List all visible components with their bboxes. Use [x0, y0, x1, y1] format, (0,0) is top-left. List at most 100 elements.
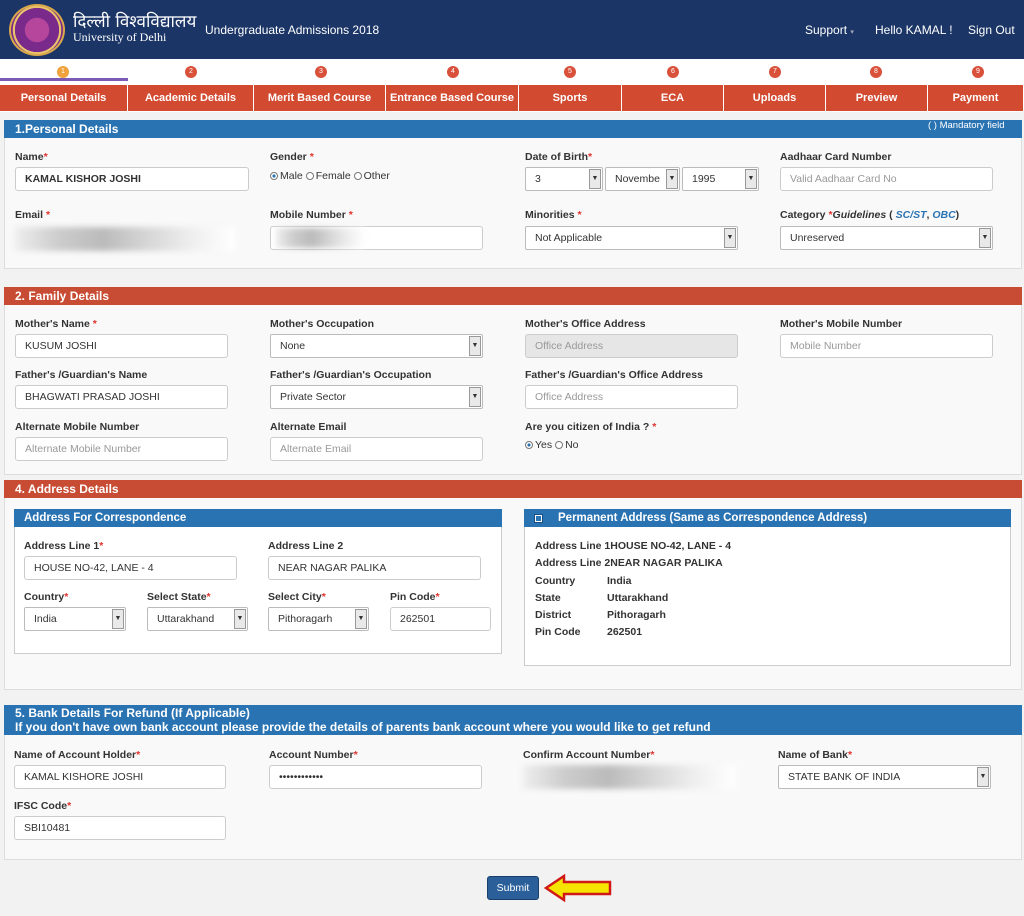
perm-state: Uttarakhand [607, 592, 669, 604]
pin-label: Pin Code* [390, 591, 440, 603]
alt-email-label: Alternate Email [270, 421, 347, 433]
perm-country: India [607, 575, 632, 587]
ifsc-label: IFSC Code* [14, 800, 72, 812]
section-title: 5. Bank Details For Refund (If Applicabl… [15, 706, 250, 720]
dropdown-arrow-icon[interactable]: ▼ [469, 336, 481, 356]
email-field[interactable] [15, 227, 235, 251]
mother-name-field[interactable]: KUSUM JOSHI [15, 334, 228, 358]
confirm-account-field[interactable] [523, 765, 736, 789]
chevron-down-icon: ▾ [850, 29, 854, 36]
perm-pin: 262501 [607, 626, 643, 638]
country-select[interactable]: India ▼ [24, 607, 126, 631]
dropdown-arrow-icon[interactable]: ▼ [666, 169, 678, 189]
step-number: 4 [447, 66, 459, 78]
obc-link[interactable]: OBC [932, 209, 956, 221]
mother-occupation-select[interactable]: None ▼ [270, 334, 483, 358]
city-select[interactable]: Pithoragarh ▼ [268, 607, 369, 631]
bank-name-select[interactable]: STATE BANK OF INDIA ▼ [778, 765, 991, 789]
tab-preview[interactable]: Preview [826, 85, 928, 111]
tab-entrance-based-course[interactable]: Entrance Based Course [386, 85, 519, 111]
radio-icon[interactable] [555, 441, 564, 449]
father-occupation-select[interactable]: Private Sector ▼ [270, 385, 483, 409]
tab-personal-details[interactable]: Personal Details [0, 85, 128, 111]
submit-button[interactable]: Submit [487, 876, 539, 900]
aadhaar-field[interactable]: Valid Aadhaar Card No [780, 167, 993, 191]
section-title: 4. Address Details [4, 480, 1022, 498]
mobile-redacted [276, 228, 366, 248]
bank-section-title: 5. Bank Details For Refund (If Applicabl… [4, 705, 1022, 735]
dob-day-select[interactable]: 3 ▼ [525, 167, 603, 191]
holder-field[interactable]: KAMAL KISHORE JOSHI [14, 765, 226, 789]
support-label: Support [805, 23, 848, 37]
mother-mobile-field[interactable]: Mobile Number [780, 334, 993, 358]
mother-office-field[interactable]: Office Address [525, 334, 738, 358]
gender-radio-group[interactable]: Male Female Other [270, 170, 390, 182]
address-line1-field[interactable]: HOUSE NO-42, LANE - 4 [24, 556, 237, 580]
citizen-label: Are you citizen of India ? * [525, 421, 657, 433]
dob-year-select[interactable]: 1995 ▼ [682, 167, 759, 191]
sc-st-link[interactable]: SC/ST [895, 209, 927, 221]
dob-month-select[interactable]: Novembe ▼ [605, 167, 680, 191]
citizen-radio-group[interactable]: Yes No [525, 439, 579, 451]
name-field[interactable]: KAMAL KISHOR JOSHI [15, 167, 249, 191]
account-number-field[interactable]: •••••••••••• [269, 765, 482, 789]
section-title: 1.Personal Details [4, 120, 1022, 138]
tab-merit-based-course[interactable]: Merit Based Course [254, 85, 386, 111]
radio-icon[interactable] [353, 172, 362, 180]
dropdown-arrow-icon[interactable]: ▼ [589, 169, 601, 189]
step-number: 8 [870, 66, 882, 78]
name-label: Name* [15, 151, 48, 163]
tab-uploads[interactable]: Uploads [724, 85, 826, 111]
correspondence-title: Address For Correspondence [14, 509, 502, 527]
perm-district: Pithoragarh [607, 609, 666, 621]
step-number: 5 [564, 66, 576, 78]
radio-icon[interactable] [270, 172, 278, 180]
support-menu[interactable]: Support ▾ [805, 23, 854, 37]
perm-pin-label: Pin Code [535, 626, 581, 638]
same-address-checkbox[interactable] [534, 514, 543, 523]
minorities-select[interactable]: Not Applicable ▼ [525, 226, 738, 250]
gender-label: Gender * [270, 151, 314, 163]
tab-eca[interactable]: ECA [622, 85, 724, 111]
radio-icon[interactable] [525, 441, 533, 449]
email-label: Email * [15, 209, 51, 221]
tab-academic-details[interactable]: Academic Details [128, 85, 254, 111]
category-select[interactable]: Unreserved ▼ [780, 226, 993, 250]
dropdown-arrow-icon[interactable]: ▼ [355, 609, 367, 629]
father-occupation-label: Father's /Guardian's Occupation [270, 369, 432, 381]
checkbox-check-icon [536, 516, 541, 521]
radio-icon[interactable] [305, 172, 314, 180]
confirm-account-label: Confirm Account Number* [523, 749, 655, 761]
address-line2-field[interactable]: NEAR NAGAR PALIKA [268, 556, 481, 580]
dropdown-arrow-icon[interactable]: ▼ [234, 609, 246, 629]
mandatory-note: ( ) Mandatory field [928, 120, 1005, 131]
alt-mobile-field[interactable]: Alternate Mobile Number [15, 437, 228, 461]
dropdown-arrow-icon[interactable]: ▼ [977, 767, 989, 787]
address-line2-label: Address Line 2 [268, 540, 344, 552]
alt-email-field[interactable]: Alternate Email [270, 437, 483, 461]
dropdown-arrow-icon[interactable]: ▼ [112, 609, 124, 629]
step-number: 3 [315, 66, 327, 78]
state-select[interactable]: Uttarakhand ▼ [147, 607, 248, 631]
sign-out-link[interactable]: Sign Out [968, 23, 1015, 37]
category-label: Category *Guidelines ( SC/ST, OBC) [780, 209, 960, 221]
perm-line2: Address Line 2NEAR NAGAR PALIKA [535, 557, 723, 569]
dropdown-arrow-icon[interactable]: ▼ [979, 228, 991, 248]
step-number: 2 [185, 66, 197, 78]
dropdown-arrow-icon[interactable]: ▼ [469, 387, 481, 407]
dropdown-arrow-icon[interactable]: ▼ [724, 228, 736, 248]
permanent-title: Permanent Address (Same as Correspondenc… [524, 509, 1011, 527]
tab-payment[interactable]: Payment [928, 85, 1024, 111]
father-office-field[interactable]: Office Address [525, 385, 738, 409]
page-title: Undergraduate Admissions 2018 [205, 23, 380, 37]
pin-field[interactable]: 262501 [390, 607, 491, 631]
pointer-arrow-icon [544, 874, 612, 902]
tab-sports[interactable]: Sports [519, 85, 622, 111]
step-number: 9 [972, 66, 984, 78]
dropdown-arrow-icon[interactable]: ▼ [745, 169, 757, 189]
holder-label: Name of Account Holder* [14, 749, 141, 761]
father-name-field[interactable]: BHAGWATI PRASAD JOSHI [15, 385, 228, 409]
section-subtitle: If you don't have own bank account pleas… [15, 720, 711, 734]
ifsc-field[interactable]: SBI10481 [14, 816, 226, 840]
step-tabs: 1 2 3 4 5 6 7 8 9 Personal Details Acade… [0, 59, 1024, 112]
